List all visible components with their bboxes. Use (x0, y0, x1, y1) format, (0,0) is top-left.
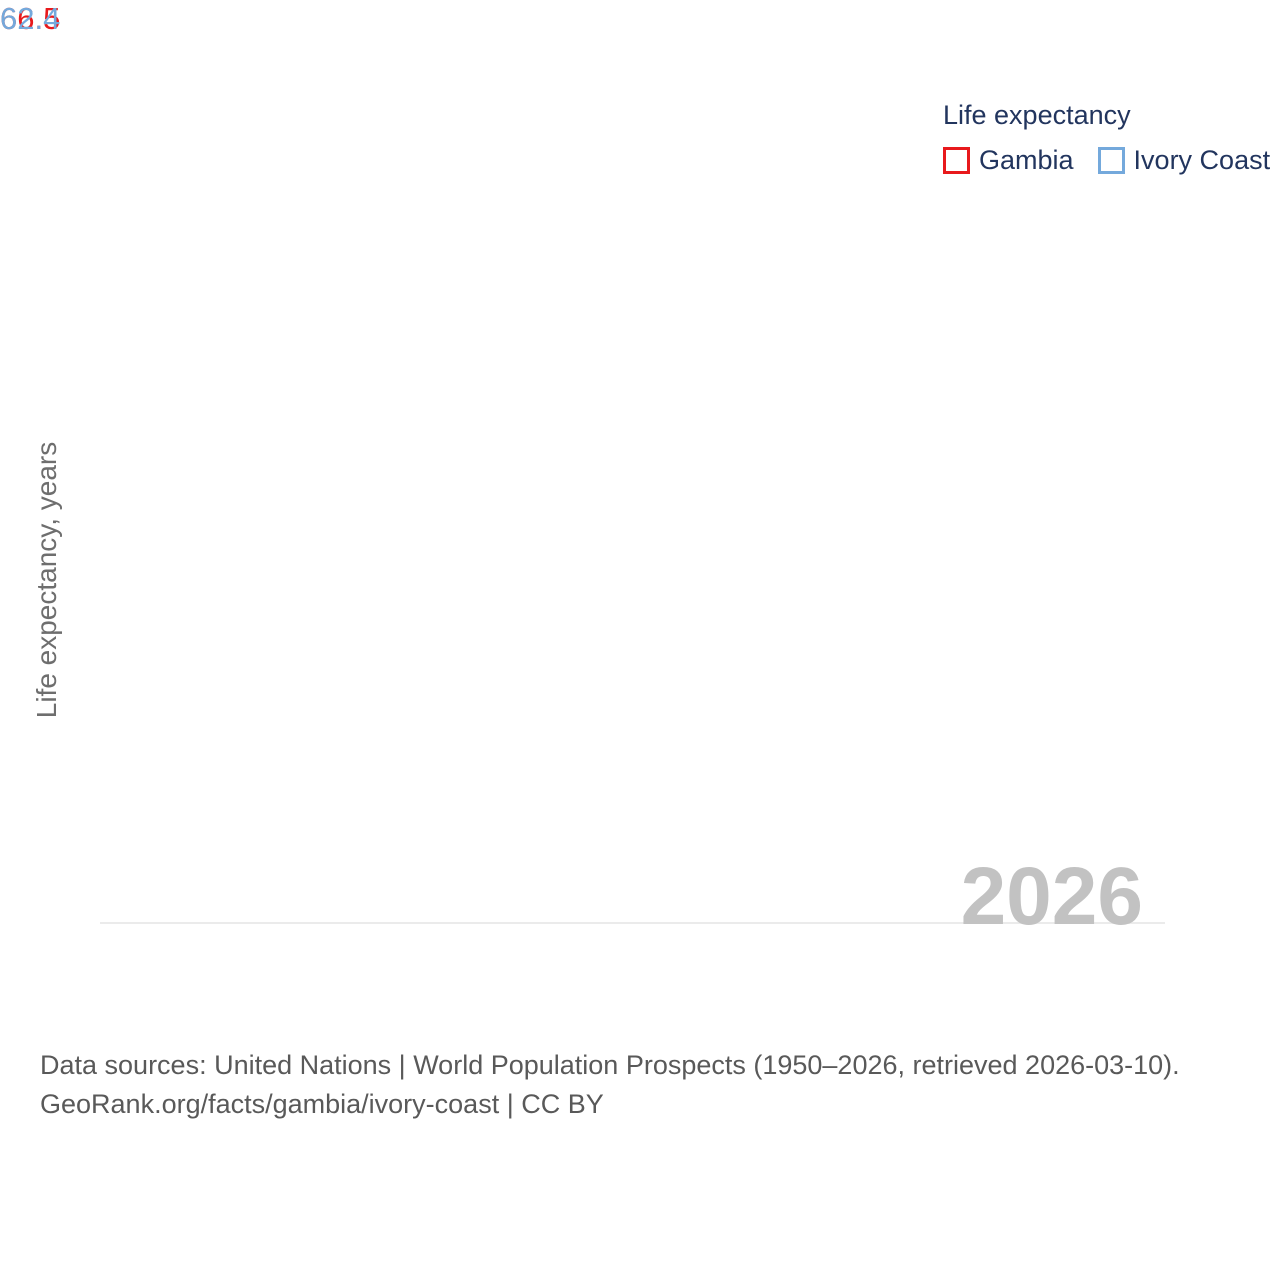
legend-label-gambia: Gambia (979, 145, 1074, 175)
legend-title: Life expectancy (943, 100, 1131, 130)
ivory-coast-swatch-icon (1097, 147, 1125, 174)
source-line-2: GeoRank.org/facts/gambia/ivory-coast | C… (40, 1089, 604, 1119)
legend-items: Gambia Ivory Coast (943, 145, 1270, 176)
legend-item-gambia[interactable]: Gambia (943, 145, 1074, 176)
gambia-swatch-icon (943, 147, 970, 174)
ivory-coast-end-value: 62.4 (0, 1, 61, 36)
legend-item-ivory-coast[interactable]: Ivory Coast (1097, 145, 1271, 176)
y-axis-title: Life expectancy, years (31, 441, 62, 719)
legend: Life expectancy Gambia Ivory Coast (943, 100, 1270, 176)
watermark-year: 2026 (960, 851, 1143, 942)
source-note: Data sources: United Nations | World Pop… (40, 1046, 1180, 1124)
gambia-end-value: 66.5 (0, 1, 61, 36)
legend-label-ivory-coast: Ivory Coast (1133, 145, 1271, 175)
source-line-1: Data sources: United Nations | World Pop… (40, 1050, 1180, 1080)
